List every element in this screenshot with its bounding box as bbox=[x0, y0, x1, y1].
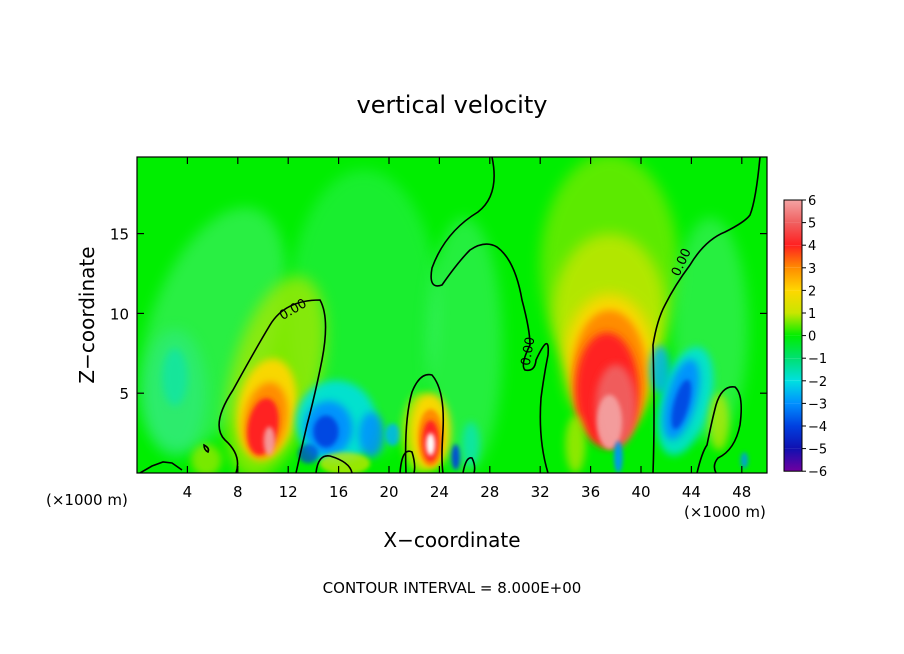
colorbar-segment bbox=[784, 313, 802, 336]
colorbar-label: 4 bbox=[808, 239, 816, 254]
colorbar-segment bbox=[784, 222, 802, 246]
zero-contour-line bbox=[430, 157, 550, 473]
colorbar-label: 1 bbox=[808, 307, 816, 322]
field-blob bbox=[709, 393, 730, 451]
colorbar-label: −1 bbox=[808, 352, 827, 367]
x-unit-right: (×1000 m) bbox=[684, 503, 766, 521]
field-blob bbox=[162, 348, 188, 406]
plot-frame bbox=[136, 156, 768, 474]
colorbar-label: −3 bbox=[808, 397, 827, 412]
zero-contour-line bbox=[696, 386, 742, 473]
y-axis: 5 10 15 bbox=[110, 226, 767, 403]
field-blob bbox=[596, 394, 623, 450]
zero-contours bbox=[139, 157, 761, 473]
colorbar-segment bbox=[784, 426, 802, 449]
zero-contour-line bbox=[315, 455, 353, 473]
contour-label: 0.00 bbox=[519, 336, 539, 367]
zero-contour-line bbox=[652, 157, 761, 473]
zero-contour-line bbox=[462, 457, 476, 473]
field-blob bbox=[385, 423, 401, 446]
colorbar-label: 3 bbox=[808, 262, 816, 277]
field-blob bbox=[298, 444, 319, 464]
zero-contour-line bbox=[203, 443, 210, 454]
x-tick-label: 48 bbox=[732, 483, 751, 501]
y-tick-label: 5 bbox=[119, 385, 129, 403]
colorbar-segment bbox=[784, 245, 802, 268]
x-tick-label: 40 bbox=[631, 483, 650, 501]
colorbar-segment bbox=[784, 380, 802, 404]
plot-area: 0.00 0.00 0.00 bbox=[137, 157, 767, 473]
field-blob bbox=[191, 444, 222, 473]
colorbar-segment bbox=[784, 200, 802, 223]
field-blob bbox=[358, 412, 384, 458]
field-blob bbox=[462, 421, 480, 467]
velocity-field bbox=[139, 157, 749, 473]
field-blob bbox=[649, 345, 670, 394]
x-tick-label: 24 bbox=[430, 483, 449, 501]
x-tick-label: 4 bbox=[183, 483, 193, 501]
x-tick-label: 20 bbox=[379, 483, 398, 501]
chart-title: vertical velocity bbox=[357, 91, 548, 119]
field-blob bbox=[426, 433, 435, 456]
field-blob bbox=[565, 415, 586, 473]
x-axis-label: X−coordinate bbox=[383, 528, 520, 552]
colorbar-segment bbox=[784, 290, 802, 313]
colorbar-segment bbox=[784, 358, 802, 381]
colorbar-label: 6 bbox=[808, 194, 816, 209]
colorbar-label: −6 bbox=[808, 465, 827, 480]
field-blob bbox=[740, 452, 749, 469]
colorbar-label: 0 bbox=[808, 330, 816, 345]
contour-interval-note: CONTOUR INTERVAL = 8.000E+00 bbox=[323, 579, 582, 597]
y-tick-label: 15 bbox=[110, 226, 129, 244]
colorbar-label: −4 bbox=[808, 420, 827, 435]
y-tick-label: 10 bbox=[110, 305, 129, 323]
colorbar-segment bbox=[784, 335, 802, 359]
x-tick-label: 8 bbox=[233, 483, 243, 501]
colorbar-label: −2 bbox=[808, 375, 827, 390]
x-tick-label: 44 bbox=[682, 483, 701, 501]
colorbar-segment bbox=[784, 267, 802, 291]
zero-contour-line bbox=[218, 299, 327, 473]
x-unit-left: (×1000 m) bbox=[46, 491, 128, 509]
x-axis: 4 8 12 16 20 24 28 32 36 40 44 48 bbox=[183, 157, 751, 501]
x-tick-label: 32 bbox=[531, 483, 550, 501]
field-blob bbox=[313, 415, 339, 448]
colorbar-segment bbox=[784, 448, 802, 472]
colorbar-segment bbox=[784, 403, 802, 426]
x-tick-label: 16 bbox=[329, 483, 348, 501]
colorbar: 6 5 4 3 2 1 0 −1 −2 −3 −4 −5 −6 bbox=[783, 194, 827, 480]
colorbar-label: 5 bbox=[808, 217, 816, 232]
colorbar-label: 2 bbox=[808, 284, 816, 299]
zero-contour-line bbox=[139, 461, 183, 473]
zero-contour-line bbox=[399, 450, 416, 473]
zero-contour-line bbox=[404, 373, 445, 473]
colorbar-label: −5 bbox=[808, 443, 827, 458]
field-blob bbox=[263, 426, 275, 456]
field-blob bbox=[613, 441, 623, 473]
x-tick-label: 12 bbox=[279, 483, 298, 501]
field-blob bbox=[451, 444, 461, 470]
x-tick-label: 36 bbox=[581, 483, 600, 501]
x-tick-label: 28 bbox=[480, 483, 499, 501]
field-blob bbox=[671, 379, 692, 430]
y-axis-label: Z−coordinate bbox=[75, 246, 99, 383]
